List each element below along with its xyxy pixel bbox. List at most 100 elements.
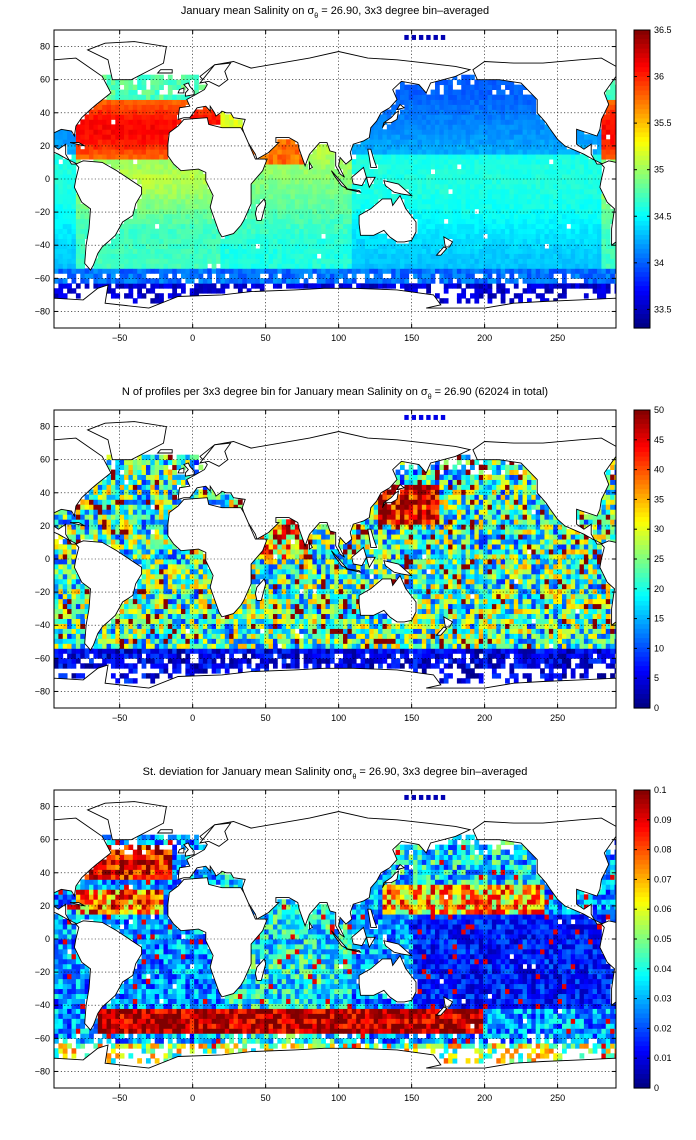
heatmap-cell <box>110 504 116 510</box>
heatmap-cell <box>167 643 173 649</box>
heatmap-cell <box>80 643 86 649</box>
heatmap-cell <box>513 218 519 225</box>
heatmap-cell <box>408 179 414 185</box>
heatmap-cell <box>540 293 545 299</box>
heatmap-cell <box>544 129 550 135</box>
heatmap-cell <box>351 228 357 235</box>
heatmap-cell <box>154 524 160 530</box>
heatmap-cell <box>102 534 107 540</box>
heatmap-cell <box>570 268 576 274</box>
heatmap-cell <box>294 169 300 175</box>
heatmap-cell <box>150 188 156 195</box>
heatmap-cell <box>132 223 138 230</box>
heatmap-cell <box>443 94 449 100</box>
heatmap-cell <box>500 164 506 170</box>
heatmap-cell <box>294 218 300 225</box>
heatmap-cell <box>97 519 103 525</box>
heatmap-cell <box>491 144 497 150</box>
heatmap-cell <box>132 149 138 155</box>
heatmap-cell <box>535 164 541 170</box>
x-tick-label: 150 <box>404 333 419 343</box>
heatmap-cell <box>119 124 125 130</box>
heatmap-cell <box>303 253 309 259</box>
heatmap-cell <box>251 238 256 244</box>
heatmap-cell <box>483 114 488 120</box>
heatmap-cell <box>132 258 138 264</box>
heatmap-cell <box>605 258 611 264</box>
heatmap-cell <box>500 129 506 135</box>
heatmap-cell <box>159 248 164 254</box>
heatmap-cell <box>102 278 107 284</box>
heatmap-cell <box>224 263 230 269</box>
heatmap-cell <box>202 253 208 259</box>
heatmap-cell <box>421 149 427 155</box>
heatmap-cell <box>259 193 265 200</box>
heatmap-cell <box>150 484 156 490</box>
heatmap-cell <box>386 238 392 244</box>
heatmap-cell <box>75 134 81 140</box>
heatmap-cell <box>483 99 488 105</box>
heatmap-cell <box>150 598 156 605</box>
heatmap-cell <box>557 203 563 210</box>
heatmap-cell <box>198 203 204 210</box>
heatmap-cell <box>115 119 121 125</box>
heatmap-cell <box>334 248 340 254</box>
heatmap-cell <box>570 283 576 289</box>
heatmap-cell <box>434 253 440 259</box>
heatmap-cell <box>343 203 348 210</box>
heatmap-cell <box>465 238 471 244</box>
heatmap-cell <box>548 129 554 135</box>
heatmap-cell <box>154 479 160 485</box>
heatmap-cell <box>181 74 186 81</box>
heatmap-cell <box>334 169 340 175</box>
heatmap-cell <box>185 183 191 190</box>
heatmap-cell <box>71 529 77 535</box>
heatmap-cell <box>575 228 580 235</box>
heatmap-cell <box>303 238 309 244</box>
heatmap-cell <box>154 519 160 525</box>
heatmap-cell <box>154 633 160 639</box>
heatmap-cell <box>89 154 94 160</box>
heatmap-cell <box>145 489 151 495</box>
heatmap-cell <box>67 588 72 595</box>
heatmap-cell <box>54 628 59 634</box>
heatmap-cell <box>294 253 300 259</box>
heatmap-cell <box>167 268 173 274</box>
heatmap-cell <box>154 504 160 510</box>
heatmap-cell <box>391 134 396 140</box>
heatmap-cell <box>110 243 116 249</box>
heatmap-cell <box>67 149 72 155</box>
heatmap-cell <box>430 183 436 190</box>
heatmap-cell <box>426 104 432 110</box>
heatmap-cell <box>124 494 129 500</box>
heatmap-cell <box>421 223 427 230</box>
heatmap-cell <box>391 258 396 264</box>
heatmap-cell <box>378 258 383 264</box>
heatmap-cell <box>399 124 405 130</box>
heatmap-cell <box>570 243 576 249</box>
heatmap-cell <box>281 139 287 145</box>
heatmap-cell <box>531 104 537 110</box>
heatmap-cell <box>338 283 344 289</box>
heatmap-cell <box>185 238 191 244</box>
heatmap-cell <box>588 164 594 170</box>
heatmap-cell <box>137 643 142 649</box>
heatmap-cell <box>557 174 563 180</box>
heatmap-cell <box>465 169 471 175</box>
heatmap-cell <box>110 494 116 500</box>
heatmap-cell <box>307 174 313 180</box>
heatmap-cell <box>224 248 230 254</box>
heatmap-cell <box>102 248 107 254</box>
heatmap-cell <box>540 164 545 170</box>
heatmap-cell <box>237 268 243 274</box>
heatmap-cell <box>119 603 125 610</box>
heatmap-cell <box>185 188 191 195</box>
heatmap-cell <box>259 188 265 195</box>
heatmap-cell <box>194 188 199 195</box>
heatmap-cell <box>614 109 616 115</box>
heatmap-cell <box>443 129 449 135</box>
heatmap-cell <box>71 228 77 235</box>
heatmap-cell <box>137 124 142 130</box>
heatmap-cell <box>172 179 178 185</box>
heatmap-cell <box>159 539 164 545</box>
